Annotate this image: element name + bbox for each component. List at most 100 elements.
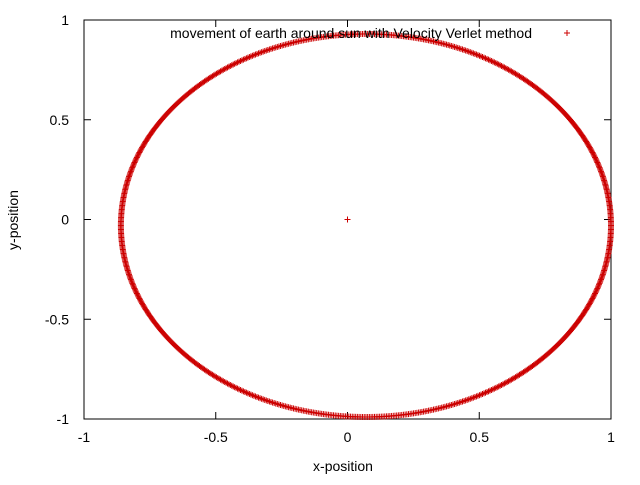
orbit-point (486, 57, 493, 64)
orbit-point (243, 55, 250, 62)
legend-marker (564, 30, 570, 36)
x-tick-label: 0 (344, 429, 352, 445)
orbit-point (230, 61, 237, 68)
orbit-point (132, 287, 139, 294)
orbit-point (130, 284, 137, 291)
orbit-point (486, 387, 493, 394)
orbit-point (597, 279, 604, 286)
orbit-point (594, 160, 601, 167)
orbit-point (128, 165, 135, 172)
orbit-point (596, 164, 603, 171)
orbit-point (271, 44, 278, 51)
orbit-point (231, 384, 238, 391)
x-tick-label: -1 (78, 429, 91, 445)
y-axis-label: y-position (5, 190, 21, 250)
orbit-point (593, 286, 600, 293)
orbit-point (234, 385, 241, 392)
orbit-point (495, 383, 502, 390)
orbit-point (596, 163, 603, 170)
orbit-point (457, 45, 464, 52)
orbit-point (485, 56, 492, 63)
orbit-point (241, 389, 248, 396)
orbit-point (129, 280, 136, 287)
orbit-point (130, 160, 137, 167)
orbit-point (488, 57, 495, 64)
orbit-point (233, 384, 240, 391)
orbit-point (597, 167, 604, 174)
orbit-point (607, 223, 614, 230)
orbit-point (238, 387, 245, 394)
orbit-point (131, 159, 138, 166)
orbit-point (485, 388, 492, 395)
orbit-point (592, 290, 599, 297)
x-tick-label: -0.5 (204, 429, 228, 445)
orbit-point (595, 162, 602, 169)
orbit-point (129, 281, 136, 288)
orbit-point (498, 382, 505, 389)
orbit-point (456, 399, 463, 406)
orbit-point (267, 399, 274, 406)
orbit-point (244, 54, 251, 61)
x-tick-label: 1 (607, 429, 615, 445)
orbit-point (489, 58, 496, 65)
orbit-point (482, 389, 489, 396)
orbit-point (495, 61, 502, 68)
orbit-point (243, 389, 250, 396)
orbit-point (235, 386, 242, 393)
orbit-point (234, 59, 241, 66)
orbit-point (497, 382, 504, 389)
orbit-point (130, 282, 137, 289)
orbit-point (132, 286, 139, 293)
orbit-point (128, 279, 135, 286)
orbit-point (488, 386, 495, 393)
x-axis-label: x-position (313, 458, 373, 474)
orbit-point (501, 64, 508, 71)
orbit-point (235, 58, 242, 65)
orbit-point (593, 156, 600, 163)
orbit-point (225, 381, 232, 388)
orbit-point (592, 289, 599, 296)
y-tick-label: 1 (61, 12, 69, 28)
orbit-point (594, 285, 601, 292)
orbit-point (498, 62, 505, 69)
orbit-point (241, 55, 248, 62)
orbit-point (597, 165, 604, 172)
orbit-point (456, 45, 463, 52)
orbit-point (233, 60, 240, 67)
orbit-point (454, 400, 461, 407)
orbit-point (240, 388, 247, 395)
y-tick-label: 0 (61, 212, 69, 228)
sun-point (344, 216, 351, 223)
orbit-point (231, 60, 238, 67)
orbit-point (132, 158, 139, 165)
orbit-point (238, 57, 245, 64)
orbit-point (483, 55, 490, 62)
orbit-point (267, 45, 274, 52)
orbit-point (227, 382, 234, 389)
orbit-point (131, 285, 138, 292)
orbit-point (593, 158, 600, 165)
orbit-point (224, 380, 231, 387)
orbit-point (230, 383, 237, 390)
orbit-point (269, 45, 276, 52)
orbit-point (494, 60, 501, 67)
y-tick-label: -0.5 (45, 311, 69, 327)
orbit-point (130, 162, 137, 169)
orbit-point (499, 63, 506, 70)
orbit-point (595, 282, 602, 289)
y-tick-label: 0.5 (50, 112, 70, 128)
orbit-point (489, 386, 496, 393)
orbit-point (237, 57, 244, 64)
x-tick-label: 0.5 (470, 429, 490, 445)
orbit-point (481, 390, 488, 397)
orbit-point (269, 399, 276, 406)
orbit-point (133, 155, 140, 162)
orbit-point (596, 281, 603, 288)
orbit-point (129, 164, 136, 171)
orbit-point (228, 382, 235, 389)
orbit-point (491, 59, 498, 66)
orbit-point (596, 280, 603, 287)
orbit-point (133, 154, 140, 161)
orbit-point (228, 62, 235, 69)
